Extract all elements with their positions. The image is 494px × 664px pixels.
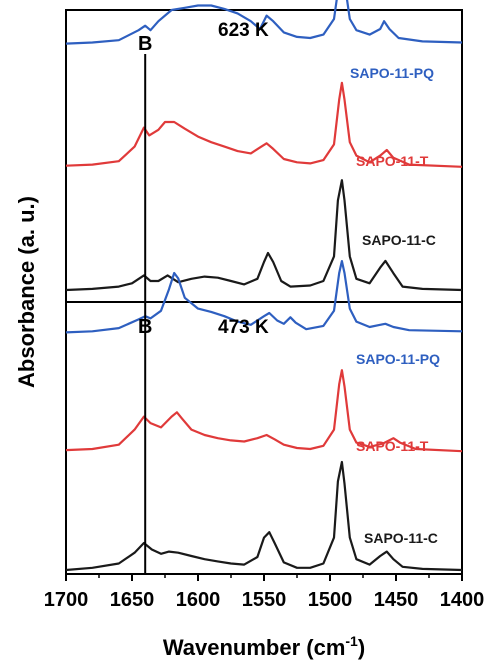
bottom-series-label-c: SAPO-11-C [364, 530, 438, 546]
top-series-sapo-11-c-line [65, 179, 463, 292]
x-tick-label-1450: 1450 [374, 589, 419, 611]
x-axis-title-superscript: -1 [345, 633, 358, 649]
x-axis-title: Wavenumber (cm-1) [163, 633, 365, 660]
bottom-b-band-label: B [138, 316, 152, 338]
bottom-series-sapo-11-pq-line [65, 260, 463, 334]
spectra-curves [65, 0, 463, 572]
x-tick-label-1700: 1700 [44, 589, 89, 611]
bottom-panel-temperature-label: 473 K [218, 317, 269, 338]
bottom-series-sapo-11-t-line [65, 369, 463, 453]
x-axis-title-main: Wavenumber (cm [163, 635, 346, 660]
x-tick-label-1550: 1550 [242, 589, 287, 611]
x-axis-title-end: ) [358, 635, 365, 660]
x-axis-ticks: 1700 1650 1600 1550 1500 1450 1400 [44, 574, 485, 611]
top-series-sapo-11-t-line [65, 81, 463, 168]
x-tick-label-1650: 1650 [110, 589, 155, 611]
top-panel-temperature-label: 623 K [218, 20, 269, 41]
bottom-series-label-t: SAPO-11-T [356, 438, 429, 454]
x-tick-label-1400: 1400 [440, 589, 485, 611]
top-series-label-pq: SAPO-11-PQ [350, 65, 434, 81]
y-axis-title: Absorbance (a. u.) [14, 196, 39, 388]
bottom-series-label-pq: SAPO-11-PQ [356, 351, 440, 367]
top-b-band-label: B [138, 33, 152, 55]
top-series-sapo-11-pq-line [65, 0, 463, 45]
x-tick-label-1500: 1500 [308, 589, 353, 611]
x-tick-label-1600: 1600 [176, 589, 221, 611]
top-series-label-t: SAPO-11-T [356, 153, 429, 169]
top-series-label-c: SAPO-11-C [362, 232, 436, 248]
bottom-series-sapo-11-c-line [65, 460, 463, 572]
